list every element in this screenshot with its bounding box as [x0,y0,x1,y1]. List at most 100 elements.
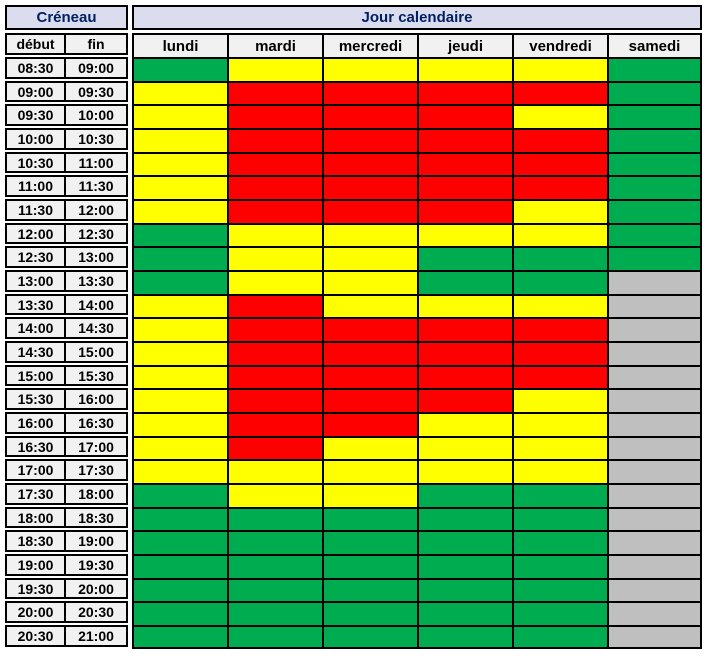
slot-cell-lundi-09:30[interactable] [132,104,227,129]
slot-cell-lundi-16:30[interactable] [132,435,227,460]
slot-cell-mardi-18:00[interactable] [227,506,322,531]
slot-cell-mercredi-09:00[interactable] [322,80,417,105]
slot-cell-vendredi-11:30[interactable] [512,199,607,223]
slot-cell-vendredi-19:30[interactable] [512,577,607,602]
slot-cell-jeudi-14:00[interactable] [417,317,512,342]
slot-cell-jeudi-15:30[interactable] [417,388,512,413]
slot-cell-vendredi-19:00[interactable] [512,554,607,578]
slot-cell-lundi-10:30[interactable] [132,151,227,176]
slot-cell-mardi-10:30[interactable] [227,151,322,176]
slot-cell-samedi-09:30[interactable] [607,104,702,129]
slot-cell-mercredi-15:30[interactable] [322,388,417,413]
slot-cell-samedi-09:00[interactable] [607,80,702,105]
slot-cell-mercredi-17:00[interactable] [322,459,417,484]
slot-cell-mardi-10:00[interactable] [227,128,322,152]
slot-cell-jeudi-15:00[interactable] [417,364,512,389]
slot-cell-mercredi-09:30[interactable] [322,104,417,129]
slot-cell-mercredi-20:00[interactable] [322,601,417,626]
slot-cell-mardi-17:00[interactable] [227,459,322,484]
slot-cell-vendredi-16:00[interactable] [512,412,607,436]
slot-cell-mercredi-16:30[interactable] [322,435,417,460]
slot-cell-mercredi-13:30[interactable] [322,293,417,318]
slot-cell-vendredi-08:30[interactable] [512,57,607,81]
slot-cell-jeudi-16:00[interactable] [417,412,512,436]
slot-cell-vendredi-20:00[interactable] [512,601,607,626]
slot-cell-jeudi-12:30[interactable] [417,246,512,271]
slot-cell-jeudi-10:30[interactable] [417,151,512,176]
slot-cell-jeudi-13:00[interactable] [417,270,512,294]
slot-cell-lundi-08:30[interactable] [132,57,227,81]
slot-cell-mercredi-18:00[interactable] [322,506,417,531]
slot-cell-mardi-14:30[interactable] [227,341,322,365]
slot-cell-mardi-09:00[interactable] [227,80,322,105]
slot-cell-lundi-11:30[interactable] [132,199,227,223]
slot-cell-lundi-16:00[interactable] [132,412,227,436]
slot-cell-vendredi-17:30[interactable] [512,483,607,507]
slot-cell-vendredi-12:30[interactable] [512,246,607,271]
slot-cell-lundi-20:00[interactable] [132,601,227,626]
slot-cell-mercredi-11:30[interactable] [322,199,417,223]
slot-cell-samedi-18:30[interactable] [607,530,702,555]
slot-cell-mercredi-10:30[interactable] [322,151,417,176]
slot-cell-vendredi-17:00[interactable] [512,459,607,484]
slot-cell-mercredi-11:00[interactable] [322,175,417,200]
slot-cell-mardi-09:30[interactable] [227,104,322,129]
slot-cell-mercredi-14:30[interactable] [322,341,417,365]
slot-cell-jeudi-13:30[interactable] [417,293,512,318]
slot-cell-mardi-11:00[interactable] [227,175,322,200]
slot-cell-lundi-12:30[interactable] [132,246,227,271]
slot-cell-lundi-09:00[interactable] [132,80,227,105]
slot-cell-mercredi-15:00[interactable] [322,364,417,389]
slot-cell-samedi-15:30[interactable] [607,388,702,413]
slot-cell-vendredi-15:30[interactable] [512,388,607,413]
slot-cell-samedi-19:30[interactable] [607,577,702,602]
slot-cell-lundi-15:00[interactable] [132,364,227,389]
slot-cell-lundi-13:30[interactable] [132,293,227,318]
slot-cell-mercredi-17:30[interactable] [322,483,417,507]
slot-cell-jeudi-10:00[interactable] [417,128,512,152]
slot-cell-mardi-14:00[interactable] [227,317,322,342]
slot-cell-lundi-18:00[interactable] [132,506,227,531]
slot-cell-mardi-16:00[interactable] [227,412,322,436]
slot-cell-mardi-12:30[interactable] [227,246,322,271]
slot-cell-lundi-19:30[interactable] [132,577,227,602]
slot-cell-vendredi-14:00[interactable] [512,317,607,342]
slot-cell-lundi-17:30[interactable] [132,483,227,507]
slot-cell-vendredi-20:30[interactable] [512,625,607,649]
slot-cell-jeudi-19:30[interactable] [417,577,512,602]
slot-cell-lundi-17:00[interactable] [132,459,227,484]
slot-cell-jeudi-18:00[interactable] [417,506,512,531]
slot-cell-vendredi-14:30[interactable] [512,341,607,365]
slot-cell-mercredi-13:00[interactable] [322,270,417,294]
slot-cell-jeudi-09:30[interactable] [417,104,512,129]
slot-cell-jeudi-20:30[interactable] [417,625,512,649]
slot-cell-mercredi-12:30[interactable] [322,246,417,271]
slot-cell-vendredi-15:00[interactable] [512,364,607,389]
slot-cell-mardi-15:00[interactable] [227,364,322,389]
slot-cell-samedi-17:30[interactable] [607,483,702,507]
slot-cell-mercredi-08:30[interactable] [322,57,417,81]
slot-cell-lundi-13:00[interactable] [132,270,227,294]
slot-cell-jeudi-12:00[interactable] [417,222,512,247]
slot-cell-lundi-20:30[interactable] [132,625,227,649]
slot-cell-lundi-15:30[interactable] [132,388,227,413]
slot-cell-mardi-08:30[interactable] [227,57,322,81]
slot-cell-mardi-17:30[interactable] [227,483,322,507]
slot-cell-samedi-17:00[interactable] [607,459,702,484]
slot-cell-mardi-19:30[interactable] [227,577,322,602]
slot-cell-vendredi-09:00[interactable] [512,80,607,105]
slot-cell-jeudi-16:30[interactable] [417,435,512,460]
slot-cell-jeudi-14:30[interactable] [417,341,512,365]
slot-cell-mercredi-16:00[interactable] [322,412,417,436]
slot-cell-samedi-12:30[interactable] [607,246,702,271]
slot-cell-mercredi-20:30[interactable] [322,625,417,649]
slot-cell-mardi-13:00[interactable] [227,270,322,294]
slot-cell-samedi-14:30[interactable] [607,341,702,365]
slot-cell-mardi-16:30[interactable] [227,435,322,460]
slot-cell-vendredi-12:00[interactable] [512,222,607,247]
slot-cell-samedi-19:00[interactable] [607,554,702,578]
slot-cell-samedi-20:00[interactable] [607,601,702,626]
slot-cell-samedi-11:30[interactable] [607,199,702,223]
slot-cell-mardi-18:30[interactable] [227,530,322,555]
slot-cell-samedi-11:00[interactable] [607,175,702,200]
